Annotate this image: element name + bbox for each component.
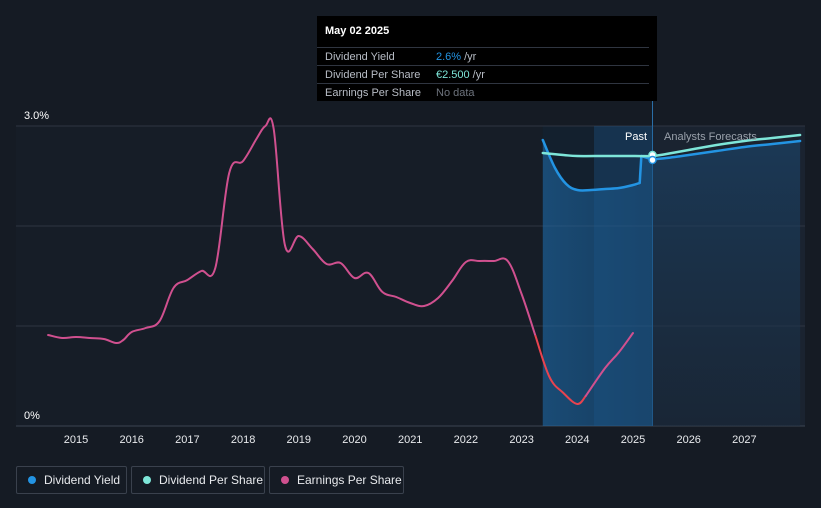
y-axis-label: 0%	[24, 410, 40, 422]
area-fills	[542, 126, 801, 426]
tooltip-row-dividend-per-share: Dividend Per Share €2.500/yr	[317, 65, 649, 84]
tooltip-unit: /yr	[472, 69, 485, 81]
dividend-yield-forecast-area	[652, 141, 801, 426]
legend-label: Dividend Per Share	[159, 473, 264, 487]
tooltip-value-text: 2.6%	[436, 51, 462, 63]
x-tick-label: 2020	[342, 434, 366, 446]
tooltip-value-dividend-yield: 2.6%/yr	[436, 51, 476, 63]
x-tick-label: 2025	[621, 434, 645, 446]
tooltip-date: May 02 2025	[325, 25, 390, 37]
tooltip-value-earnings-per-share: No data	[436, 87, 478, 99]
x-tick-label: 2021	[398, 434, 422, 446]
x-tick-label: 2016	[119, 434, 143, 446]
x-tick-label: 2024	[565, 434, 589, 446]
dividend-per-share-dot-icon	[143, 476, 151, 484]
tooltip-unit: /yr	[464, 51, 477, 63]
tooltip-value-text: No data	[436, 87, 475, 99]
marker-points	[648, 150, 657, 165]
dividend-per-share-line	[541, 133, 802, 158]
earnings-per-share-recovery-line	[584, 332, 634, 397]
dividend-yield-past-area	[542, 140, 653, 426]
tooltip-label: Dividend Yield	[325, 51, 395, 63]
dividend-yield-dot-icon	[28, 476, 36, 484]
past-label: Past	[625, 131, 648, 143]
earnings-per-share-dot-icon	[281, 476, 289, 484]
legend-label: Dividend Yield	[44, 473, 121, 487]
x-tick-label: 2019	[287, 434, 311, 446]
series-lines	[47, 117, 802, 405]
legend-earnings-per-share[interactable]: Earnings Per Share	[269, 466, 404, 494]
tooltip-row-earnings-per-share: Earnings Per Share No data	[317, 83, 649, 102]
recent-highlight-band	[594, 126, 653, 426]
legend-label: Earnings Per Share	[297, 473, 402, 487]
dividend-yield-jump	[638, 155, 643, 184]
x-tick-label: 2018	[231, 434, 255, 446]
analysts-forecasts-label: Analysts Forecasts	[664, 131, 757, 143]
x-tick-label: 2017	[175, 434, 199, 446]
tooltip-label: Earnings Per Share	[325, 87, 421, 99]
axis-labels: 3.0% 0% 2015 2016 2017 2018 2019 2020 2021 2022 20…	[24, 110, 757, 446]
tooltip-value-text: €2.500	[436, 69, 470, 81]
legend-dividend-per-share[interactable]: Dividend Per Share	[131, 466, 265, 494]
x-tick-label: 2027	[732, 434, 756, 446]
x-tick-label: 2026	[676, 434, 700, 446]
tooltip-label: Dividend Per Share	[325, 69, 421, 81]
x-tick-label: 2023	[509, 434, 533, 446]
y-axis-label: 3.0%	[24, 110, 49, 122]
tooltip-row-dividend-yield: Dividend Yield 2.6%/yr	[317, 47, 649, 66]
tooltip-value-dividend-per-share: €2.500/yr	[436, 69, 485, 81]
legend-dividend-yield[interactable]: Dividend Yield	[16, 466, 127, 494]
earnings-per-share-line	[47, 117, 537, 345]
x-tick-label: 2015	[64, 434, 88, 446]
series-marker	[648, 155, 657, 165]
earnings-per-share-decline-line	[534, 335, 587, 405]
tooltip: May 02 2025 Dividend Yield 2.6%/yr Divid…	[317, 16, 657, 101]
dividend-yield-line	[541, 138, 641, 192]
x-tick-label: 2022	[454, 434, 478, 446]
